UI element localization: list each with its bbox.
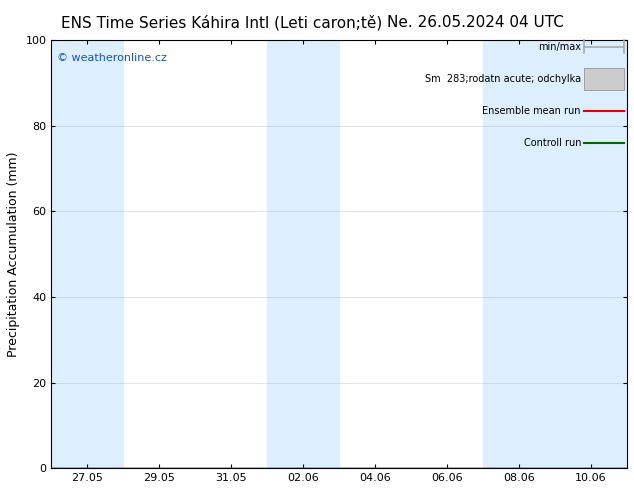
Text: min/max: min/max	[538, 42, 581, 52]
Text: Controll run: Controll run	[524, 138, 581, 148]
Text: Sm  283;rodatn acute; odchylka: Sm 283;rodatn acute; odchylka	[425, 74, 581, 84]
Text: © weatheronline.cz: © weatheronline.cz	[57, 53, 167, 63]
Text: Ne. 26.05.2024 04 UTC: Ne. 26.05.2024 04 UTC	[387, 15, 564, 30]
Text: ENS Time Series Káhira Intl (Leti caron;tě): ENS Time Series Káhira Intl (Leti caron;…	[61, 15, 382, 30]
Text: Ensemble mean run: Ensemble mean run	[482, 106, 581, 116]
Bar	[483, 40, 627, 468]
Bar	[268, 40, 339, 468]
Y-axis label: Precipitation Accumulation (mm): Precipitation Accumulation (mm)	[7, 151, 20, 357]
Bar	[51, 40, 124, 468]
Bar	[584, 68, 624, 90]
